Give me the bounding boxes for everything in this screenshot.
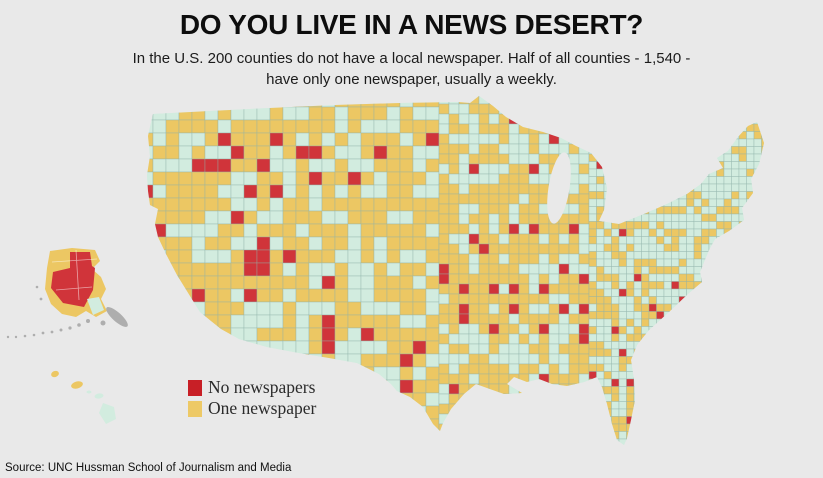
legend-swatch-no-newspapers [188,379,202,396]
legend-label-one-newspaper: One newspaper [208,398,317,418]
map-legend: No newspapers One newspaper [188,377,316,419]
legend-item-one-newspaper: One newspaper [188,398,316,419]
legend-item-no-newspapers: No newspapers [188,377,316,398]
legend-swatch-one-newspaper [188,400,202,417]
source-attribution: Source: UNC Hussman School of Journalism… [5,462,292,474]
legend-label-no-newspapers: No newspapers [208,377,316,397]
